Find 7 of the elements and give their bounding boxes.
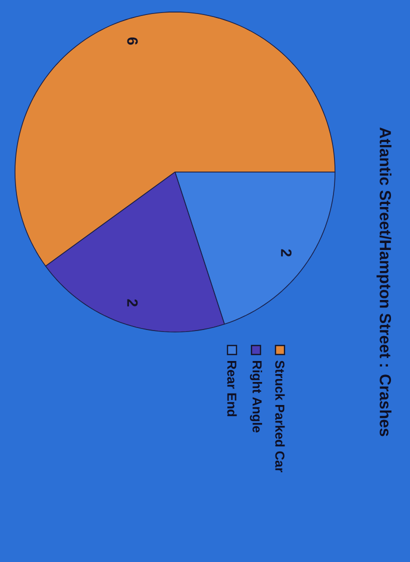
legend-label: Right Angle bbox=[250, 361, 262, 432]
legend-label: Rear End bbox=[227, 361, 237, 416]
text: Atlantic Street/Hampton Street : Crashes bbox=[376, 128, 392, 436]
data-label: 2 bbox=[127, 299, 138, 306]
data-label: 2 bbox=[281, 249, 292, 256]
legend-label: Struck Parked Car bbox=[275, 360, 285, 472]
data-label: 6 bbox=[127, 38, 138, 45]
